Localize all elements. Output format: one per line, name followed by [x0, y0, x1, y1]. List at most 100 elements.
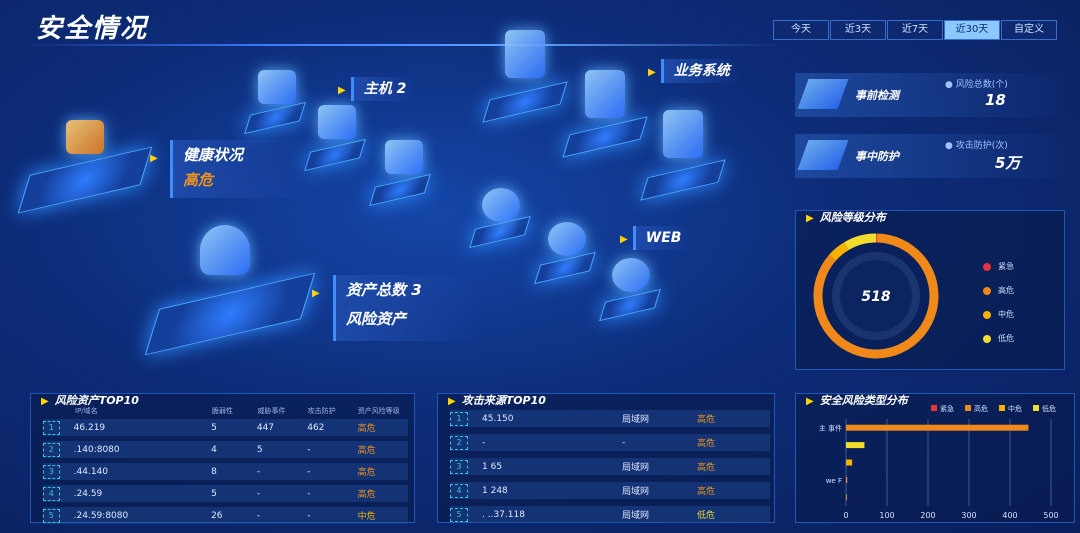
health-box[interactable]: 健康状况 高危	[170, 140, 320, 198]
tab-1[interactable]: 近3天	[830, 20, 886, 40]
legend-label: 紧急	[940, 404, 954, 413]
legend-label: 低危	[1042, 404, 1056, 413]
shield-icon	[200, 225, 250, 275]
rank-badge: 3	[43, 464, 60, 479]
cell: 低危	[697, 511, 716, 521]
table-row[interactable]: 5 .24.59:8080 26 - - 中危	[43, 507, 408, 524]
stat-key: ● 攻击防护(次)	[945, 141, 1008, 151]
business-label[interactable]: 业务系统	[660, 59, 740, 83]
table-row[interactable]: 4 .24.59 5 - - 高危	[43, 485, 408, 502]
table-row[interactable]: 4 1 248 局域网 高危	[450, 482, 770, 499]
panel-title: ▶ 安全风险类型分布	[806, 392, 908, 408]
cell: 高危	[357, 490, 376, 500]
cell: 1 248	[482, 485, 508, 496]
rank-badge: 4	[450, 483, 468, 498]
cell: 462	[307, 422, 325, 433]
cell: 高危	[697, 487, 716, 497]
legend-dot	[983, 286, 991, 295]
x-tick-label: 100	[879, 511, 894, 520]
rank-badge: 2	[43, 442, 60, 457]
arrow-icon: ▶	[338, 85, 346, 96]
cell: 高危	[697, 439, 716, 449]
stat-pre-detection: 事前检测 ● 风险总数(个) 18	[795, 73, 1065, 117]
cell: 447	[256, 422, 275, 433]
cell: -	[307, 466, 311, 477]
table-row[interactable]: 1 46.219 5 447 462 高危	[43, 419, 408, 436]
table-row[interactable]: 5 . ..37.118 局域网 低危	[450, 506, 770, 523]
protection-shield-icon	[797, 140, 849, 170]
cell: -	[307, 444, 311, 455]
web-label[interactable]: WEB	[632, 226, 692, 250]
donut-legend: 紧急 高危 中危 低危	[983, 261, 1014, 357]
detection-icon	[797, 79, 849, 109]
bar	[846, 494, 847, 501]
cell: 高危	[357, 468, 376, 478]
legend-label: 中危	[998, 310, 1014, 319]
cell: 高危	[357, 424, 376, 434]
tab-0[interactable]: 今天	[773, 20, 829, 40]
health-label: 健康状况	[183, 146, 244, 164]
cell: 26	[211, 510, 223, 521]
table-row[interactable]: 2 - - 高危	[450, 434, 770, 451]
panel-title: ▶ 风险等级分布	[806, 209, 886, 225]
legend-swatch	[931, 405, 937, 411]
stat-name: 事前检测	[855, 89, 899, 102]
host-label[interactable]: 主机 2	[350, 77, 417, 101]
bar	[846, 442, 865, 449]
table-row[interactable]: 1 45.150 局域网 高危	[450, 410, 770, 427]
stat-key-text: 攻击防护(次)	[955, 141, 1008, 151]
column-header: 威胁事件	[257, 407, 286, 415]
cell: 局域网	[622, 487, 650, 497]
cell: 45.150	[482, 413, 514, 424]
panel-title-text: 攻击来源TOP10	[461, 394, 546, 407]
legend-label: 高危	[974, 404, 988, 413]
cell: 4	[211, 444, 217, 455]
title-divider	[20, 44, 780, 46]
server-icon	[318, 105, 356, 139]
table-row[interactable]: 3 1 65 局域网 高危	[450, 458, 770, 475]
server-icon	[385, 140, 423, 174]
cell: .140:8080	[73, 444, 120, 455]
cell: 8	[211, 466, 217, 477]
cell: -	[256, 466, 261, 477]
cell: .44.140	[73, 466, 109, 477]
cell: 5	[211, 488, 217, 499]
cell: -	[622, 437, 626, 448]
attack-source-table: 1 45.150 局域网 高危 2- - 高危 3 1 65 局域网 高危 4 1 248 局域网 高危 5.…	[450, 410, 770, 530]
web-icon	[612, 258, 650, 292]
web-icon	[548, 222, 586, 256]
cell: .24.59:8080	[73, 510, 129, 521]
tab-2[interactable]: 近7天	[887, 20, 943, 40]
tab-4[interactable]: 自定义	[1001, 20, 1057, 40]
stat-key: ● 风险总数(个)	[945, 80, 1008, 90]
tab-3[interactable]: 近30天	[944, 20, 1000, 40]
rank-badge: 3	[450, 459, 468, 474]
x-tick-label: 0	[843, 511, 848, 520]
rank-badge: 2	[450, 435, 468, 450]
legend-label: 低危	[998, 334, 1014, 343]
x-tick-label: 400	[1002, 511, 1017, 520]
asset-box[interactable]: 资产总数 3 风险资产	[333, 275, 483, 341]
health-value: 高危	[183, 171, 214, 189]
risk-donut-chart: 518	[813, 233, 939, 359]
stat-value: 18	[985, 91, 1006, 109]
cell: 局域网	[622, 511, 650, 521]
lightning-icon	[66, 120, 104, 154]
legend-item: 中危	[983, 309, 1014, 320]
table-row[interactable]: 2 .140:8080 4 5 - 高危	[43, 441, 408, 458]
x-tick-label: 200	[920, 511, 935, 520]
rank-badge: 5	[43, 508, 60, 523]
cell: -	[256, 510, 261, 521]
legend-label: 高危	[998, 286, 1014, 295]
risk-asset-label: 风险资产	[346, 310, 407, 328]
table-row[interactable]: 3 .44.140 8 - - 高危	[43, 463, 408, 480]
column-header: 资产风险等级	[357, 407, 400, 415]
bar	[846, 476, 848, 483]
monitor-icon	[663, 110, 703, 158]
column-header: IP/域名	[75, 407, 98, 415]
risk-type-panel: ▶ 安全风险类型分布 0 100 200 300 400 500 主 事件 we F 紧急 高危 中危…	[795, 393, 1075, 523]
cell: 局域网	[622, 415, 650, 425]
cell: 1 65	[482, 461, 503, 472]
arrow-icon: ▶	[648, 67, 656, 78]
cell: 5	[211, 422, 217, 433]
